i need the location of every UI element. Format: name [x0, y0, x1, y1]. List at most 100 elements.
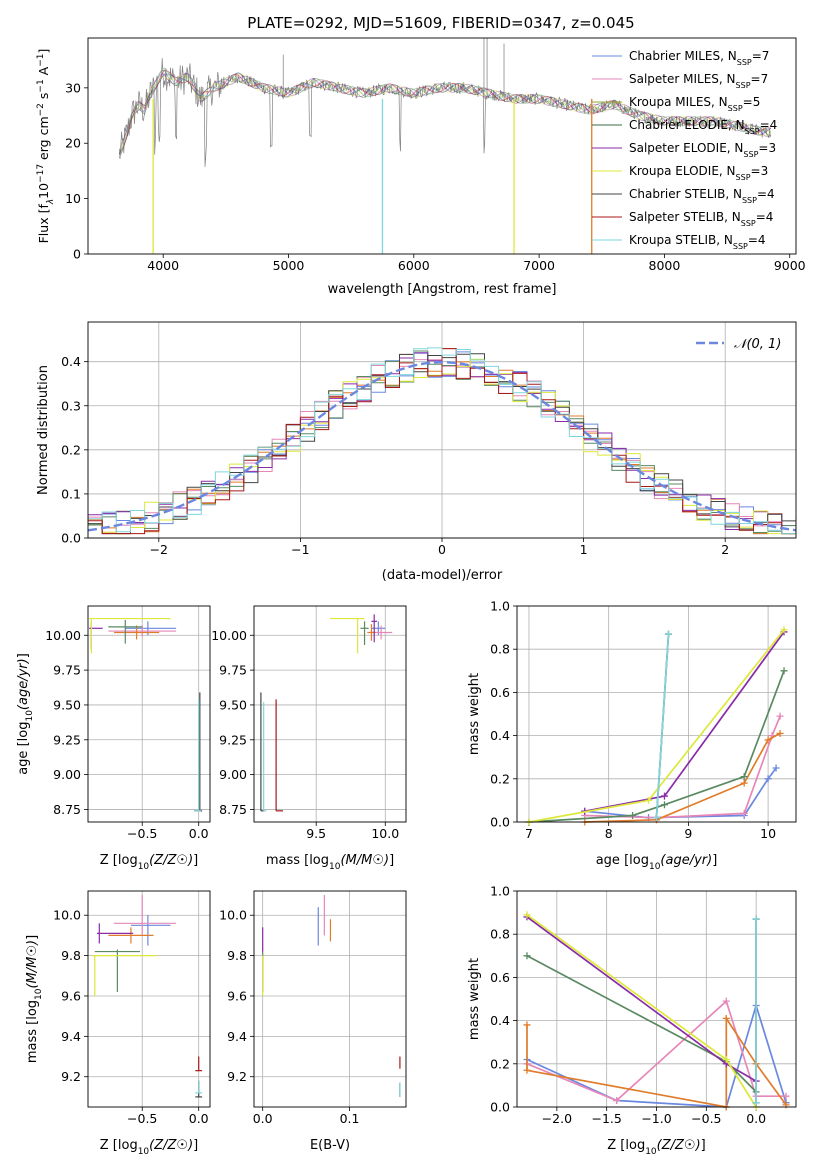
- series-marker: [780, 667, 788, 675]
- series-marker: [780, 626, 788, 634]
- legend-entry: Chabrier STELIB, NSSP=4: [629, 187, 775, 205]
- x-axis-label: (data-model)/error: [382, 568, 503, 583]
- y-label-sup: −2: [36, 103, 46, 116]
- series-marker: [740, 773, 748, 781]
- axis-label-sub: 10: [645, 1147, 657, 1157]
- legend-text: =5: [743, 95, 761, 109]
- x-tick-label: 0: [438, 542, 446, 557]
- x-tick-label: −1.5: [591, 1111, 621, 1126]
- y-axis-label: mass weight: [467, 958, 482, 1040]
- axis-label-italic: (Z/Z☉): [657, 1138, 701, 1153]
- spectrum-axes: 4000 5000 6000 7000 8000 9000 0 10 20 30 Chabrier …: [36, 37, 806, 297]
- y-label-sup: −1: [36, 79, 46, 92]
- y-tick-label: 9.2: [227, 1069, 247, 1084]
- axis-label-part: Z [log: [100, 853, 138, 868]
- x-tick-label: 10.0: [371, 826, 399, 841]
- x-tick-label: 0.1: [340, 1111, 360, 1126]
- legend-sub: SSP: [737, 58, 752, 67]
- x-tick-label: 8: [605, 826, 613, 841]
- axis-label-sub: 10: [649, 862, 661, 872]
- x-tick-label: 10: [760, 826, 776, 841]
- axis-label-part: mass [log: [266, 853, 329, 868]
- y-label-sup: −17: [36, 164, 46, 183]
- axis-label-sub: 10: [138, 862, 150, 872]
- y-tick-label: 8.75: [219, 802, 247, 817]
- y-axis-label: Flux [fλ10−17 erg cm−2 s−1 A−1]: [36, 49, 56, 244]
- y-tick-label: 9.75: [219, 663, 247, 678]
- series-marker: [772, 764, 780, 772]
- y-axis-label: mass weight: [467, 673, 482, 755]
- y-tick-label: 9.2: [61, 1069, 81, 1084]
- y-tick-label: 0.8: [490, 642, 510, 657]
- x-tick-label: 4000: [147, 258, 179, 273]
- axes-frame: [87, 321, 797, 539]
- series-marker: [523, 1021, 531, 1029]
- y-tick-label: 10: [65, 191, 81, 206]
- axis-label: mass [log10(M/M☉)]: [266, 853, 394, 872]
- legend-text: =4: [748, 233, 766, 247]
- axis-label: Z [log10(Z/Z☉)]: [100, 853, 198, 872]
- series-marker: [776, 712, 784, 720]
- legend-entry: 𝒩(0, 1): [734, 337, 781, 352]
- legend-text: =7: [752, 49, 770, 63]
- residuals-axes: −2 −1 0 1 2 0.0 0.1 0.2 0.3 0.4 𝒩(0, 1) (data-model…: [36, 321, 797, 583]
- x-tick-label: 6000: [398, 258, 430, 273]
- y-tick-label: 20: [65, 136, 81, 151]
- plot-layer: 4000 5000 6000 7000 8000 90000102030Chabrier …: [16, 37, 806, 1157]
- y-label-part: A: [36, 66, 51, 79]
- legend-entry: Chabrier ELODIE, NSSP=4: [629, 118, 777, 136]
- y-tick-label: 10.00: [45, 628, 81, 643]
- x-tick-label: 7000: [523, 258, 555, 273]
- normal-curve: [88, 360, 796, 532]
- y-tick-label: 0.1: [61, 486, 81, 501]
- series-line: [584, 732, 781, 823]
- histogram-step-line: [88, 347, 796, 535]
- series-marker: [722, 997, 730, 1005]
- series-marker: [653, 814, 660, 822]
- axis-label: age [log10(age/yr)]: [16, 653, 35, 775]
- y-tick-label: 0.4: [61, 354, 81, 369]
- y-tick-label: 10.00: [211, 628, 247, 643]
- axis-label-italic: (M/M☉): [25, 940, 40, 989]
- legend-entry: Salpeter ELODIE, NSSP=3: [629, 141, 776, 159]
- x-axis-label: E(B-V): [310, 1138, 350, 1153]
- axis-label-part: ]: [701, 1138, 706, 1153]
- series-marker: [629, 812, 637, 820]
- series-line: [528, 629, 785, 823]
- y-tick-label: 1.0: [490, 884, 510, 899]
- weight_vs_age-axes: 7 8 9 10 0.0 0.2 0.4 0.6 0.8 1.0 mass weight age [l…: [467, 599, 797, 872]
- legend-text: Chabrier MILES, N: [629, 49, 737, 63]
- axis-label-italic: (age/yr): [16, 658, 31, 710]
- x-tick-label: 0.0: [746, 1111, 766, 1126]
- x-tick-label: −2.0: [542, 1111, 572, 1126]
- axis-label: age [log10(age/yr)]: [596, 853, 718, 872]
- series-marker: [613, 1097, 621, 1105]
- x-tick-label: 9: [684, 826, 692, 841]
- y-tick-label: 1.0: [490, 599, 510, 614]
- mass_vs_Z-axes: −0.5 0.09.29.49.69.810.0Z [log10(Z/Z☉)]ma…: [25, 890, 211, 1157]
- y-tick-label: 0.2: [61, 442, 81, 457]
- axes-frame: [516, 605, 797, 823]
- y-label-part: s: [36, 93, 51, 104]
- y-label-part: 10: [36, 183, 51, 199]
- y-tick-label: 9.50: [219, 697, 247, 712]
- series-line: [526, 955, 757, 1093]
- x-tick-label: −0.5: [127, 826, 157, 841]
- y-label-part: Flux [f: [36, 204, 51, 244]
- y-axis-label: Normed distribution: [36, 365, 51, 495]
- legend-text: Chabrier STELIB, N: [629, 187, 742, 201]
- axis-label-part: ]: [712, 853, 717, 868]
- y-tick-label: 9.4: [227, 1029, 247, 1044]
- x-tick-label: −0.5: [691, 1111, 721, 1126]
- legend-text: =3: [758, 141, 776, 155]
- axes-frame: [87, 37, 797, 255]
- axis-label-sub: 10: [329, 862, 341, 872]
- legend-sub: SSP: [733, 242, 748, 251]
- axes-frame: [253, 890, 407, 1108]
- legend-sub: SSP: [745, 127, 760, 136]
- y-tick-label: 0.2: [490, 771, 510, 786]
- axis-label-part: ]: [193, 1138, 198, 1153]
- legend-entry: Salpeter MILES, NSSP=7: [629, 72, 768, 90]
- series-line: [584, 715, 781, 819]
- x-tick-label: 0.0: [189, 1111, 209, 1126]
